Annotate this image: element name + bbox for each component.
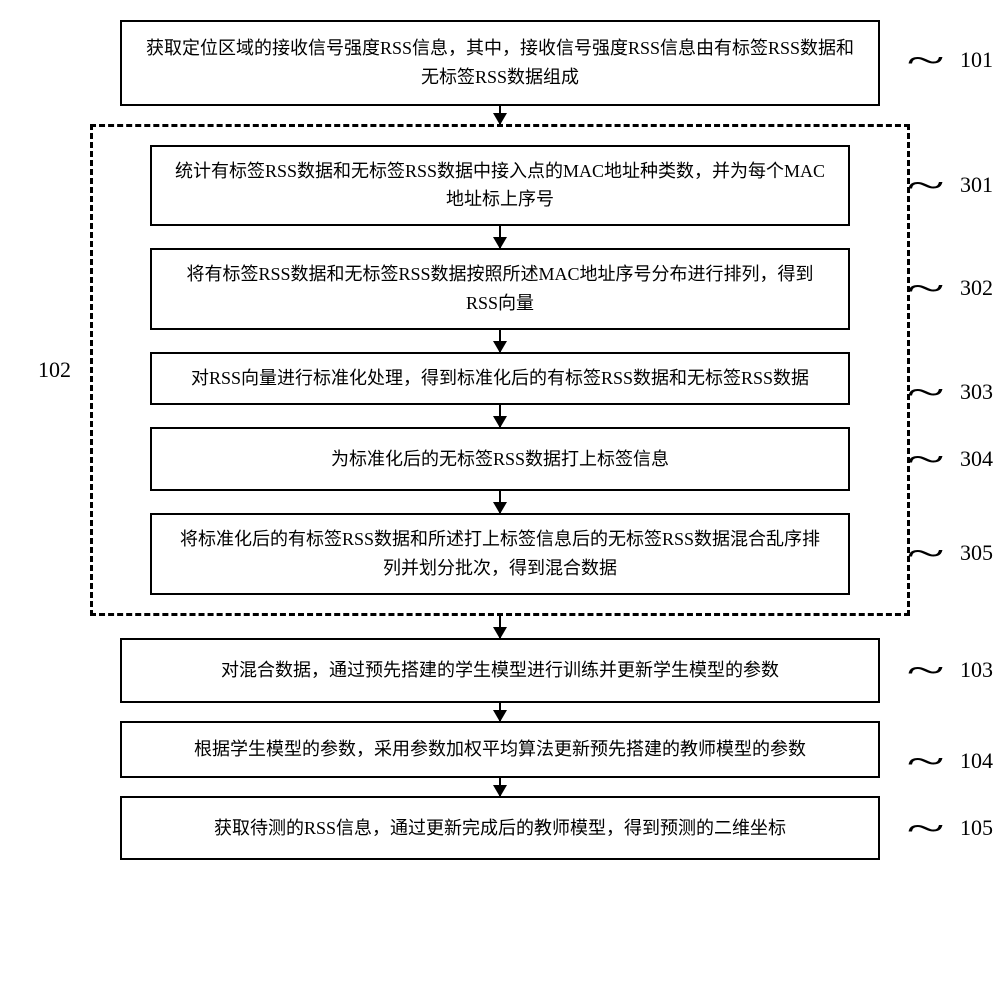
arrow-icon: [499, 703, 501, 721]
step-304-label: 304: [960, 441, 993, 476]
connector-tilde: ~: [906, 259, 944, 322]
step-104-label: 104: [960, 743, 993, 778]
connector-tilde: ~: [906, 732, 944, 795]
step-302-label: 302: [960, 270, 993, 305]
step-301-box: 统计有标签RSS数据和无标签RSS数据中接入点的MAC地址种类数，并为每个MAC…: [150, 145, 850, 227]
step-101-box: 获取定位区域的接收信号强度RSS信息，其中，接收信号强度RSS信息由有标签RSS…: [120, 20, 880, 106]
group-102-container: 102 统计有标签RSS数据和无标签RSS数据中接入点的MAC地址种类数，并为每…: [90, 124, 910, 616]
step-301-label: 301: [960, 167, 993, 202]
connector-tilde: ~: [906, 799, 944, 862]
step-301-text: 统计有标签RSS数据和无标签RSS数据中接入点的MAC地址种类数，并为每个MAC…: [175, 161, 825, 210]
step-303-label: 303: [960, 374, 993, 409]
arrow-icon: [499, 405, 501, 427]
arrow-icon: [499, 616, 501, 638]
arrow-icon: [499, 226, 501, 248]
connector-tilde: ~: [906, 156, 944, 219]
arrow-icon: [499, 106, 501, 124]
connector-tilde: ~: [906, 363, 944, 426]
group-102-label: 102: [38, 357, 71, 383]
step-303-text: 对RSS向量进行标准化处理，得到标准化后的有标签RSS数据和无标签RSS数据: [191, 368, 809, 388]
step-305-label: 305: [960, 535, 993, 570]
connector-tilde: ~: [906, 641, 944, 704]
connector-tilde: ~: [906, 31, 944, 94]
connector-tilde: ~: [906, 430, 944, 493]
step-105-text: 获取待测的RSS信息，通过更新完成后的教师模型，得到预测的二维坐标: [214, 818, 786, 838]
step-105-box: 获取待测的RSS信息，通过更新完成后的教师模型，得到预测的二维坐标 ~ 105: [120, 796, 880, 861]
step-101-label: 101: [960, 42, 993, 77]
arrow-icon: [499, 330, 501, 352]
step-103-box: 对混合数据，通过预先搭建的学生模型进行训练并更新学生模型的参数 ~ 103: [120, 638, 880, 703]
step-305-text: 将标准化后的有标签RSS数据和所述打上标签信息后的无标签RSS数据混合乱序排列并…: [180, 529, 820, 578]
step-305-box: 将标准化后的有标签RSS数据和所述打上标签信息后的无标签RSS数据混合乱序排列并…: [150, 513, 850, 595]
step-103-label: 103: [960, 652, 993, 687]
arrow-icon: [499, 778, 501, 796]
flowchart-container: 获取定位区域的接收信号强度RSS信息，其中，接收信号强度RSS信息由有标签RSS…: [60, 20, 940, 860]
step-103-text: 对混合数据，通过预先搭建的学生模型进行训练并更新学生模型的参数: [221, 660, 779, 680]
step-302-text: 将有标签RSS数据和无标签RSS数据按照所述MAC地址序号分布进行排列，得到RS…: [186, 264, 813, 313]
step-302-box: 将有标签RSS数据和无标签RSS数据按照所述MAC地址序号分布进行排列，得到RS…: [150, 248, 850, 330]
connector-tilde: ~: [906, 524, 944, 587]
step-105-label: 105: [960, 810, 993, 845]
arrow-icon: [499, 491, 501, 513]
step-304-text: 为标准化后的无标签RSS数据打上标签信息: [331, 449, 669, 469]
step-304-box: 为标准化后的无标签RSS数据打上标签信息 ~ 304: [150, 427, 850, 492]
step-104-text: 根据学生模型的参数，采用参数加权平均算法更新预先搭建的教师模型的参数: [194, 739, 806, 759]
step-303-box: 对RSS向量进行标准化处理，得到标准化后的有标签RSS数据和无标签RSS数据 ~…: [150, 352, 850, 405]
step-104-box: 根据学生模型的参数，采用参数加权平均算法更新预先搭建的教师模型的参数 ~ 104: [120, 721, 880, 778]
step-101-text: 获取定位区域的接收信号强度RSS信息，其中，接收信号强度RSS信息由有标签RSS…: [146, 38, 854, 87]
